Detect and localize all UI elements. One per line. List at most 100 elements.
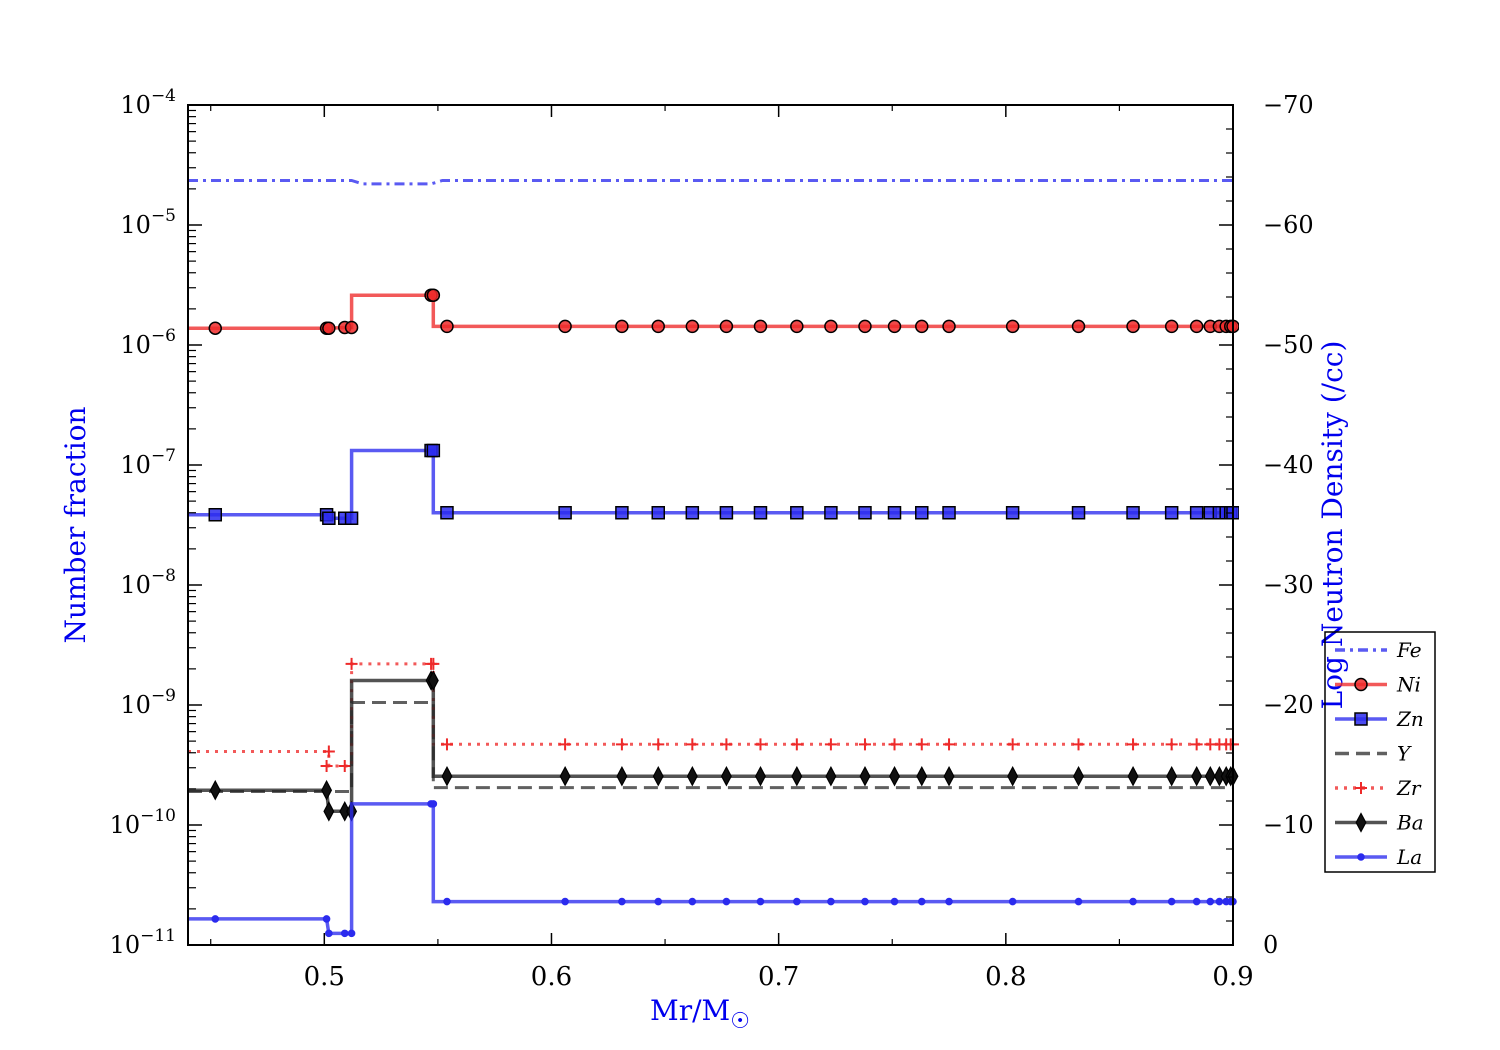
series-ni	[188, 288, 1239, 335]
data-point-ni	[558, 319, 572, 334]
legend: Fe Ni Zn Y Zr Ba La	[1324, 631, 1436, 873]
plot-frame	[187, 104, 1234, 946]
data-point-ni	[651, 319, 665, 334]
data-point-ba	[1127, 765, 1139, 787]
data-point-zn	[558, 506, 572, 520]
data-point-ni	[1126, 319, 1140, 334]
data-point-la	[861, 897, 869, 906]
series-line-zr	[188, 662, 1233, 768]
y-tick-label: 10−5	[120, 206, 176, 239]
data-point-zn	[615, 506, 629, 520]
data-point-ni	[1164, 319, 1179, 334]
data-point-zr	[915, 738, 928, 751]
data-point-zn	[915, 506, 929, 520]
data-point-ba	[1073, 765, 1085, 787]
data-point-zn	[440, 506, 454, 520]
legend-label-zr: Zr	[1396, 776, 1422, 800]
data-point-ba	[720, 765, 732, 787]
data-point-ni	[344, 320, 359, 335]
series-zn	[188, 443, 1239, 525]
data-point-zr	[720, 738, 733, 751]
data-point-la	[211, 915, 220, 923]
data-point-zn	[858, 506, 872, 520]
data-point-zn	[1164, 506, 1179, 520]
data-point-ni	[615, 319, 629, 334]
data-point-zr	[824, 738, 837, 751]
legend-label-ni: Ni	[1396, 673, 1421, 697]
data-point-ba	[791, 765, 803, 787]
y2-tick-label: −40	[1263, 451, 1314, 479]
data-point-ba	[916, 765, 928, 787]
data-point-zr	[338, 760, 351, 773]
legend-label-zn: Zn	[1396, 707, 1424, 731]
data-point-ni	[858, 319, 872, 334]
legend-marker-zr	[1355, 782, 1367, 794]
y-axis-label: Number fraction	[59, 406, 92, 643]
data-point-zn	[887, 506, 902, 520]
data-point-ba	[825, 765, 837, 787]
y-tick-label: 10−10	[110, 806, 176, 839]
x-tick-label: 0.6	[531, 962, 572, 992]
legend-label-fe: Fe	[1396, 638, 1422, 662]
data-point-ba	[889, 765, 900, 787]
data-point-zn	[753, 506, 768, 520]
data-point-ba	[1007, 765, 1019, 787]
data-point-ni	[440, 319, 454, 334]
data-point-la	[756, 897, 765, 906]
data-point-ba	[1166, 765, 1178, 787]
y2-tick-label: 0	[1263, 931, 1278, 959]
data-point-ni	[790, 319, 804, 334]
data-point-zr	[943, 738, 956, 751]
data-point-la	[827, 897, 835, 906]
data-point-ba	[859, 765, 871, 787]
data-point-ba	[1191, 765, 1203, 787]
data-point-ni	[1189, 319, 1204, 334]
series-fe	[188, 179, 1233, 186]
data-point-zr	[888, 738, 901, 751]
data-point-ni	[426, 288, 441, 302]
y-tick-label: 10−8	[120, 566, 176, 599]
data-point-ni	[824, 319, 838, 334]
series-group	[188, 179, 1239, 938]
y-tick-label: 10−11	[110, 926, 176, 959]
data-point-la	[722, 897, 731, 906]
data-point-ni	[887, 319, 902, 334]
x-tick-label: 0.8	[985, 962, 1026, 992]
data-point-la	[1074, 897, 1083, 906]
data-point-zr	[322, 745, 335, 758]
data-point-zr	[858, 738, 871, 751]
series-la	[188, 800, 1237, 938]
data-point-la	[654, 897, 663, 906]
x-axis-label: Mr/M☉	[650, 994, 750, 1034]
data-point-la	[917, 897, 926, 906]
data-point-ni	[685, 319, 700, 334]
data-point-ba	[616, 765, 628, 787]
series-line-la	[188, 802, 1233, 936]
data-point-la	[347, 929, 356, 938]
data-point-la	[1215, 897, 1224, 906]
data-point-zr	[345, 657, 358, 670]
data-point-zr	[427, 657, 440, 670]
data-point-ba	[686, 765, 698, 787]
legend-marker-ba	[1355, 812, 1367, 833]
data-point-la	[618, 897, 626, 906]
data-point-ni	[719, 319, 734, 334]
data-point-la	[1167, 897, 1176, 906]
data-point-zr	[686, 738, 699, 751]
legend-label-y: Y	[1397, 742, 1412, 766]
data-point-zn	[824, 506, 838, 520]
legend-marker-la	[1357, 853, 1365, 861]
data-point-zn	[1126, 506, 1140, 520]
data-point-la	[1008, 897, 1017, 906]
data-point-ba	[209, 779, 221, 801]
data-point-zn	[1189, 506, 1204, 520]
data-point-la	[890, 897, 899, 906]
data-point-zn	[942, 506, 956, 520]
data-point-ni	[1005, 319, 1020, 334]
data-point-zr	[320, 760, 333, 773]
y2-tick-label: −20	[1263, 691, 1314, 719]
data-point-ba	[323, 801, 335, 822]
data-point-zn	[651, 506, 665, 520]
data-point-ni	[208, 321, 223, 335]
series-line-fe	[188, 179, 1233, 186]
